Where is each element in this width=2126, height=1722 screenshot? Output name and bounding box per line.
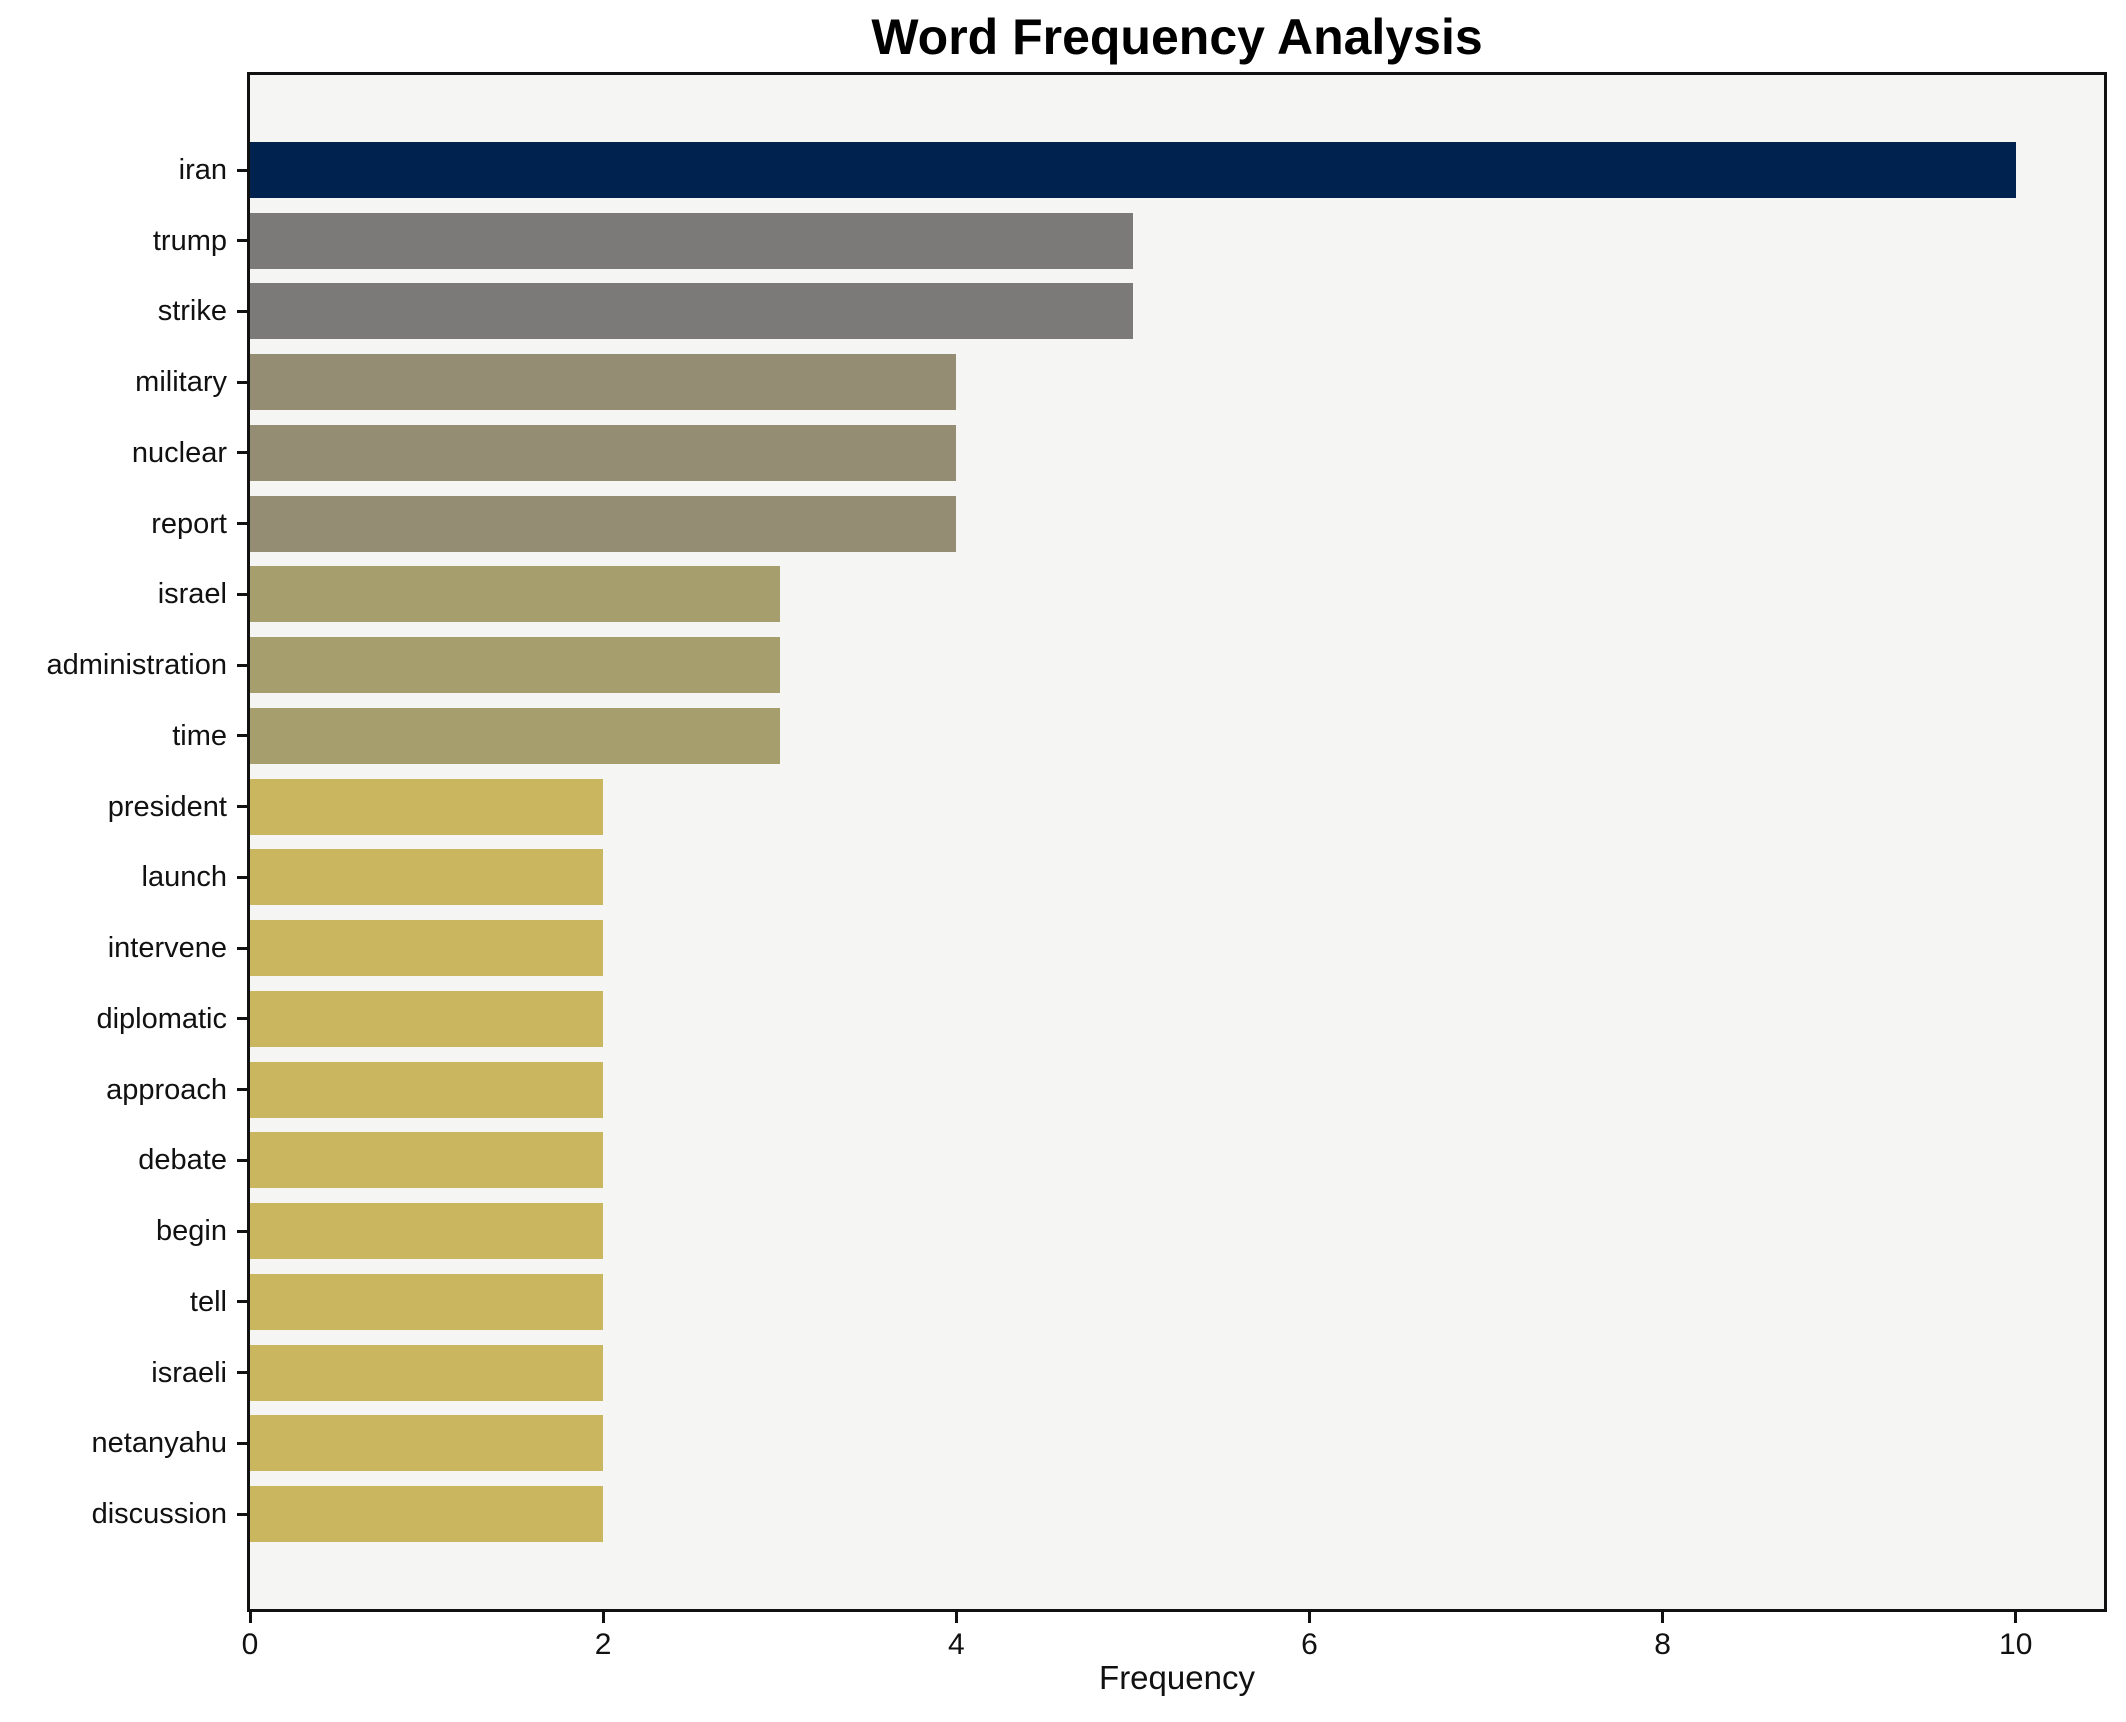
y-tick-label-israel: israel [157,578,227,611]
y-tick-mark [237,1300,247,1304]
y-tick-mark [237,734,247,738]
y-tick-label-begin: begin [156,1215,227,1248]
y-tick-mark [237,380,247,384]
x-tick-label-0: 0 [241,1628,259,1661]
y-tick-label-report: report [151,507,227,540]
y-tick-label-diplomatic: diplomatic [96,1002,227,1035]
y-tick-mark [237,592,247,596]
bar-administration [250,637,780,694]
x-axis-label: Frequency [1099,1659,1255,1696]
bar-discussion [250,1486,604,1542]
y-tick-label-nuclear: nuclear [131,436,227,469]
plot-area [247,72,2107,1612]
x-tick-mark [601,1612,605,1623]
x-tick-label-4: 4 [947,1628,965,1661]
y-tick-mark [237,1158,247,1162]
x-tick-label-10: 10 [1999,1628,2033,1661]
x-tick-mark [1661,1612,1665,1623]
y-tick-label-administration: administration [46,649,227,682]
bar-president [250,778,604,835]
y-tick-label-military: military [135,366,227,399]
bar-debate [250,1132,604,1189]
y-tick-label-debate: debate [138,1144,227,1177]
x-tick-label-8: 8 [1654,1628,1671,1661]
y-tick-label-strike: strike [157,295,227,328]
y-tick-mark [237,1229,247,1233]
bar-trump [250,212,1133,269]
bar-intervene [250,920,604,977]
bar-approach [250,1061,604,1118]
y-tick-mark [237,1017,247,1021]
x-tick-mark [1307,1612,1311,1623]
y-tick-mark [237,1371,247,1375]
y-tick-label-israeli: israeli [151,1356,227,1389]
chart-title: Word Frequency Analysis [871,9,1483,65]
y-tick-mark [237,1441,247,1445]
bar-time [250,707,780,764]
x-tick-mark [954,1612,958,1623]
y-tick-label-intervene: intervene [107,932,227,965]
bar-nuclear [250,424,957,481]
y-tick-mark [237,663,247,667]
y-tick-label-launch: launch [141,861,227,894]
bar-strike [250,283,1133,340]
x-tick-mark [248,1612,252,1623]
y-tick-mark [237,1512,247,1516]
y-tick-label-tell: tell [189,1285,227,1318]
y-tick-label-president: president [107,790,227,823]
bar-launch [250,849,604,906]
x-tick-mark [2014,1612,2018,1623]
y-tick-label-netanyahu: netanyahu [91,1427,227,1460]
y-tick-mark [237,946,247,950]
y-tick-mark [237,1088,247,1092]
bar-begin [250,1203,604,1260]
y-tick-mark [237,309,247,313]
y-tick-label-discussion: discussion [91,1498,227,1530]
x-tick-label-2: 2 [594,1628,612,1661]
y-tick-label-trump: trump [152,224,227,257]
y-tick-mark [237,805,247,809]
bar-military [250,354,957,411]
y-tick-mark [237,168,247,172]
y-tick-mark [237,522,247,526]
bar-diplomatic [250,990,604,1047]
bar-iran [250,142,2016,198]
x-tick-label-6: 6 [1301,1628,1318,1661]
y-tick-mark [237,239,247,243]
y-tick-mark [237,875,247,879]
bar-israel [250,566,780,623]
bar-report [250,495,957,552]
y-tick-mark [237,451,247,455]
bar-tell [250,1273,604,1330]
bar-israeli [250,1344,604,1401]
bar-netanyahu [250,1415,604,1472]
y-tick-label-approach: approach [106,1073,227,1106]
y-tick-label-time: time [172,719,227,752]
y-tick-label-iran: iran [178,154,227,186]
